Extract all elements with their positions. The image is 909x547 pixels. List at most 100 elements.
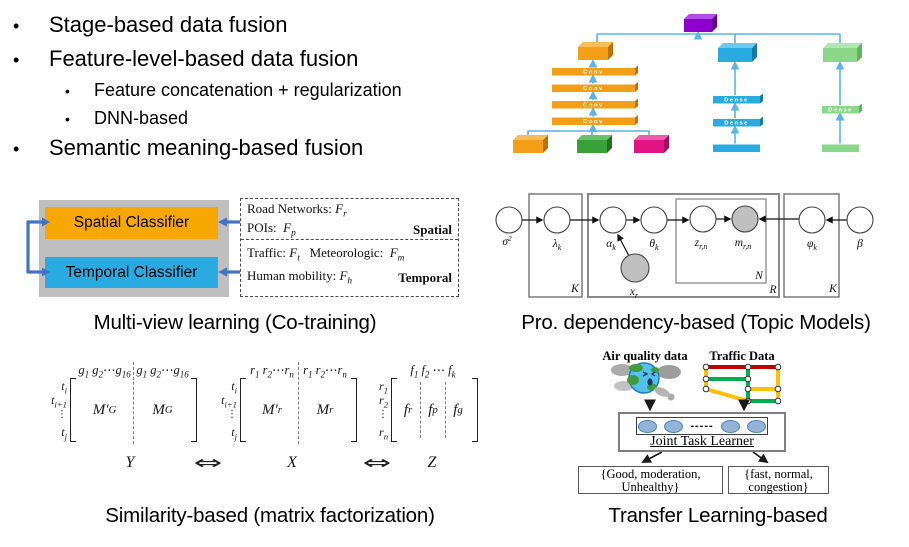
ellipsis-dots: ----- bbox=[690, 420, 714, 432]
label-sigma: σ2 bbox=[502, 235, 512, 248]
air-output-box: {Good, moderation, Unhealthy} bbox=[578, 466, 723, 494]
conv-layer-stack: Conv Conv Conv Conv bbox=[552, 65, 638, 125]
label-x: xr bbox=[629, 286, 639, 300]
earth-icon bbox=[611, 362, 681, 401]
joint-task-learner-label: Joint Task Learner bbox=[650, 434, 754, 449]
matrix-label-Y: Y bbox=[125, 454, 135, 471]
dense-branch-blue: Dense Dense bbox=[713, 43, 763, 152]
spatial-tag: Spatial bbox=[412, 222, 452, 238]
bullet-marker: • bbox=[65, 83, 70, 99]
matrix-cell: M′ G bbox=[92, 401, 117, 418]
bracket-right bbox=[351, 378, 357, 442]
bullet-marker: • bbox=[65, 111, 70, 127]
bullet-item-semantic: • Semantic meaning-based fusion bbox=[0, 135, 363, 161]
dense-branch-green: Dense bbox=[822, 43, 862, 152]
bullet-marker: • bbox=[13, 50, 20, 70]
bullet-label: Semantic meaning-based fusion bbox=[49, 135, 364, 160]
bullet-label: Feature-level-based data fusion bbox=[49, 46, 359, 71]
cotraining-loop-arrow bbox=[26, 220, 42, 274]
input-tensor-orange bbox=[513, 135, 548, 153]
learner-to-output1-arrow bbox=[641, 451, 663, 463]
bracket-left bbox=[70, 378, 76, 442]
node-z bbox=[689, 205, 717, 233]
matrix-row-ellipsis: ⋮ bbox=[57, 409, 67, 420]
plate-k-left bbox=[528, 193, 583, 298]
input-tensor-magenta bbox=[634, 135, 669, 153]
bracket-left bbox=[240, 378, 246, 442]
node-beta bbox=[846, 206, 874, 234]
node-lambda bbox=[543, 206, 571, 234]
hidden-units-box: ----- bbox=[636, 417, 768, 435]
equivalence-arrow: ⇔ bbox=[362, 452, 392, 474]
temporal-tag: Temporal bbox=[398, 270, 452, 286]
bracket-right bbox=[472, 378, 478, 442]
matrix-row-label: tj bbox=[231, 425, 237, 442]
equivalence-arrow: ⇔ bbox=[193, 452, 223, 474]
matrix-col-header: g1 g2⋯g16 bbox=[78, 363, 131, 380]
topic-model-diagram: σ2 λk αk θk zr,n mr,n φk β xr K N R K bbox=[495, 193, 874, 300]
plate-r bbox=[587, 193, 780, 298]
matrix-row-label: rn bbox=[379, 425, 388, 442]
similarity-title: Similarity-based (matrix factorization) bbox=[105, 504, 435, 527]
traffic-output-line1: {fast, normal, bbox=[744, 467, 813, 481]
dense-layer-label: Dense bbox=[724, 98, 748, 104]
plate-n bbox=[675, 198, 767, 284]
node-theta bbox=[640, 206, 668, 234]
transfer-arrows bbox=[641, 399, 769, 464]
loop-arrowhead-bottom bbox=[42, 267, 50, 277]
neuron-ellipse bbox=[746, 419, 766, 433]
road-networks-text: Road Networks: Fr bbox=[247, 201, 347, 220]
cotraining-title: Multi-view learning (Co-training) bbox=[93, 311, 377, 334]
node-alpha bbox=[599, 206, 627, 234]
matrix-divider bbox=[420, 382, 421, 438]
learner-to-output2-arrow bbox=[752, 451, 769, 464]
plate-label-k-right: K bbox=[828, 283, 838, 295]
neuron-ellipse bbox=[664, 419, 684, 433]
matrix-row-label: ti+1 bbox=[221, 393, 237, 410]
matrix-label-X: X bbox=[287, 454, 297, 471]
matrix-row-label: ti bbox=[61, 379, 67, 396]
plate-label-n: N bbox=[754, 270, 764, 282]
label-m: mr,n bbox=[735, 237, 752, 251]
bracket-left bbox=[391, 378, 397, 442]
connector-lines bbox=[527, 30, 845, 144]
air-output-line1: {Good, moderation, bbox=[600, 467, 701, 481]
transfer-title: Transfer Learning-based bbox=[608, 504, 828, 527]
bullet-label: DNN-based bbox=[94, 108, 189, 128]
matrix-row-label: r2 bbox=[379, 393, 388, 410]
dense-layer-label: Dense bbox=[724, 121, 748, 127]
matrix-col-header: r1 r2⋯rn bbox=[303, 363, 347, 380]
matrix-divider bbox=[445, 382, 446, 438]
human-mobility-text: Human mobility: Fh bbox=[247, 267, 353, 287]
matrix-row-ellipsis: ⋮ bbox=[378, 409, 388, 420]
node-sigma bbox=[495, 206, 523, 234]
dnn-architecture-diagram: Conv Conv Conv Conv bbox=[513, 14, 862, 153]
bullet-label: Feature concatenation + regularization bbox=[94, 80, 402, 100]
label-lambda: λk bbox=[552, 238, 562, 252]
matrix-row-ellipsis: ⋮ bbox=[227, 409, 237, 420]
bullet-marker: • bbox=[13, 139, 20, 159]
input-tensor-green bbox=[577, 135, 612, 153]
plate-label-k-left: K bbox=[570, 283, 580, 295]
dense-layer-label: Dense bbox=[828, 108, 852, 114]
topic-model-title: Pro. dependency-based (Topic Models) bbox=[521, 311, 871, 334]
joint-task-learner-box bbox=[618, 412, 786, 452]
traffic-output-line2: congestion} bbox=[748, 480, 809, 494]
matrix-row-label: ti bbox=[231, 379, 237, 396]
pois-text: POIs: Fp bbox=[247, 219, 296, 239]
plates bbox=[528, 193, 840, 298]
cotraining-arrows bbox=[26, 217, 240, 277]
node-phi bbox=[798, 206, 826, 234]
matrix-label-Z: Z bbox=[427, 454, 437, 471]
neuron-ellipse bbox=[720, 419, 740, 433]
matrix-col-header: g1 g2⋯g16 bbox=[136, 363, 189, 380]
temporal-features-section: Traffic: Ft Meteorologic: Fm Human mobil… bbox=[241, 240, 458, 292]
matrix-divider bbox=[298, 362, 299, 444]
